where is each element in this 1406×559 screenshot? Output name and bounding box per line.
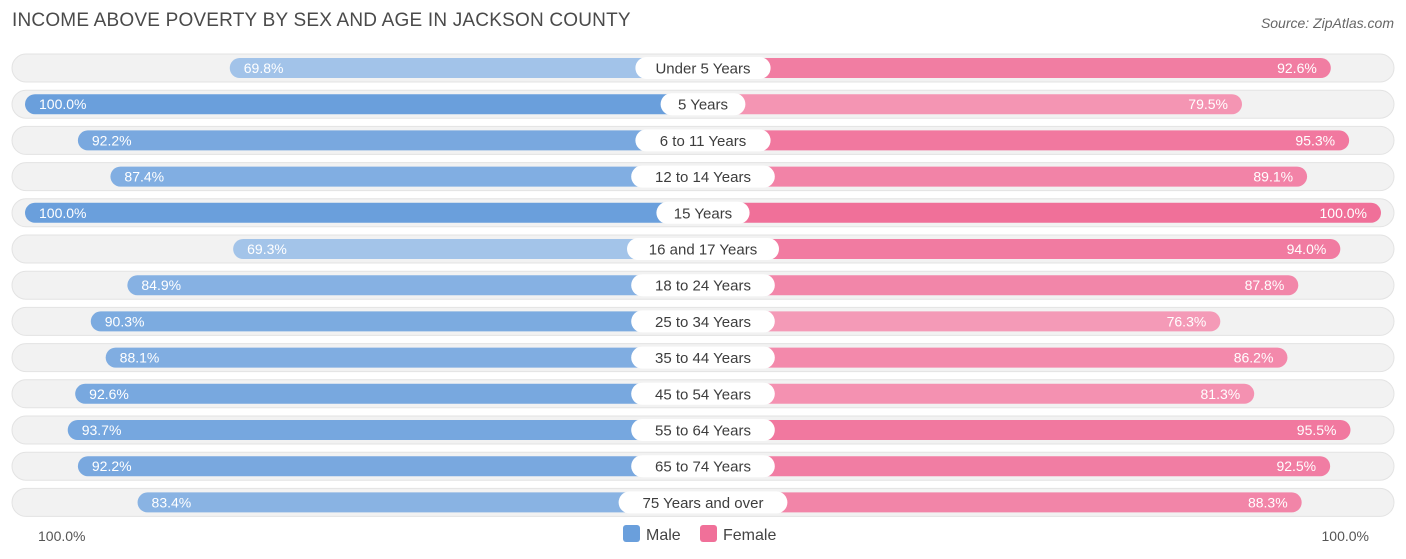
axis-left-label: 100.0%	[38, 528, 85, 544]
category-label: 25 to 34 Years	[655, 314, 751, 331]
male-bar	[67, 420, 704, 440]
female-value-label: 94.0%	[1287, 241, 1327, 257]
category-pill	[656, 201, 750, 224]
male-bar	[233, 239, 703, 259]
male-value-label: 90.3%	[105, 313, 145, 329]
female-bar	[703, 383, 1255, 404]
male-bar	[137, 492, 704, 513]
male-bar	[229, 58, 704, 78]
male-bar	[110, 166, 704, 187]
female-value-label: 79.5%	[1188, 96, 1228, 112]
female-bar	[703, 492, 1302, 513]
category-label: 65 to 74 Years	[655, 459, 751, 476]
category-pill	[618, 491, 788, 514]
female-bar	[703, 166, 1308, 187]
male-value-label: 93.7%	[82, 422, 122, 438]
legend-male-swatch	[623, 525, 640, 542]
male-bar	[90, 311, 704, 332]
category-label: 55 to 64 Years	[655, 423, 751, 440]
male-value-label: 88.1%	[120, 350, 160, 366]
male-value-label: 87.4%	[124, 169, 164, 185]
male-value-label: 92.2%	[92, 458, 132, 474]
axis-right-label: 100.0%	[1322, 528, 1369, 544]
legend-male-label: Male	[646, 527, 681, 544]
male-value-label: 84.9%	[141, 277, 181, 293]
category-pill	[635, 129, 771, 152]
male-bar	[105, 347, 703, 368]
category-label: Under 5 Years	[655, 61, 750, 78]
female-value-label: 87.8%	[1245, 277, 1285, 293]
female-value-label: 92.5%	[1276, 458, 1316, 474]
male-bar	[25, 94, 703, 115]
female-value-label: 86.2%	[1234, 350, 1274, 366]
category-label: 15 Years	[674, 205, 732, 222]
female-value-label: 95.3%	[1295, 132, 1335, 148]
female-bar	[703, 239, 1341, 259]
category-pill	[631, 310, 775, 333]
legend-female-label: Female	[723, 527, 776, 544]
female-bar	[703, 347, 1288, 368]
category-pill	[635, 57, 771, 79]
category-pill	[631, 455, 775, 478]
source-label: Source: ZipAtlas.com	[1260, 15, 1394, 31]
male-value-label: 100.0%	[39, 205, 86, 221]
category-label: 5 Years	[678, 97, 728, 114]
category-label: 6 to 11 Years	[660, 133, 746, 150]
female-bar	[703, 58, 1331, 78]
category-label: 16 and 17 Years	[649, 242, 757, 259]
male-bar	[127, 275, 704, 296]
male-value-label: 92.2%	[92, 132, 132, 148]
category-pill	[631, 274, 775, 297]
category-pill	[631, 346, 775, 369]
category-pill	[660, 93, 746, 116]
female-bar	[703, 130, 1350, 151]
category-label: 18 to 24 Years	[655, 278, 751, 295]
male-value-label: 83.4%	[152, 494, 192, 510]
female-value-label: 95.5%	[1297, 422, 1337, 438]
female-value-label: 81.3%	[1201, 386, 1241, 402]
legend-female-swatch	[700, 525, 717, 542]
male-bar	[25, 202, 703, 223]
category-label: 12 to 14 Years	[655, 169, 751, 186]
female-bar	[703, 202, 1381, 223]
female-bar	[703, 94, 1243, 115]
female-bar	[703, 456, 1331, 477]
female-value-label: 100.0%	[1320, 205, 1367, 221]
female-value-label: 88.3%	[1248, 494, 1288, 510]
chart-title: INCOME ABOVE POVERTY BY SEX AND AGE IN J…	[12, 10, 631, 31]
male-bar	[75, 383, 703, 404]
male-value-label: 69.3%	[247, 241, 287, 257]
category-pill	[631, 165, 775, 188]
female-bar	[703, 311, 1221, 332]
male-value-label: 100.0%	[39, 96, 86, 112]
female-bar	[703, 420, 1351, 440]
category-label: 35 to 44 Years	[655, 350, 751, 367]
male-bar	[77, 456, 703, 477]
female-bar	[703, 275, 1299, 296]
category-label: 75 Years and over	[643, 495, 764, 512]
male-bar	[77, 130, 703, 151]
category-pill	[631, 419, 775, 441]
category-pill	[627, 238, 779, 260]
category-pill	[631, 382, 775, 405]
category-label: 45 to 54 Years	[655, 386, 751, 403]
female-value-label: 92.6%	[1277, 60, 1317, 76]
male-value-label: 92.6%	[89, 386, 129, 402]
female-value-label: 76.3%	[1167, 313, 1207, 329]
male-value-label: 69.8%	[244, 60, 284, 76]
female-value-label: 89.1%	[1253, 169, 1293, 185]
